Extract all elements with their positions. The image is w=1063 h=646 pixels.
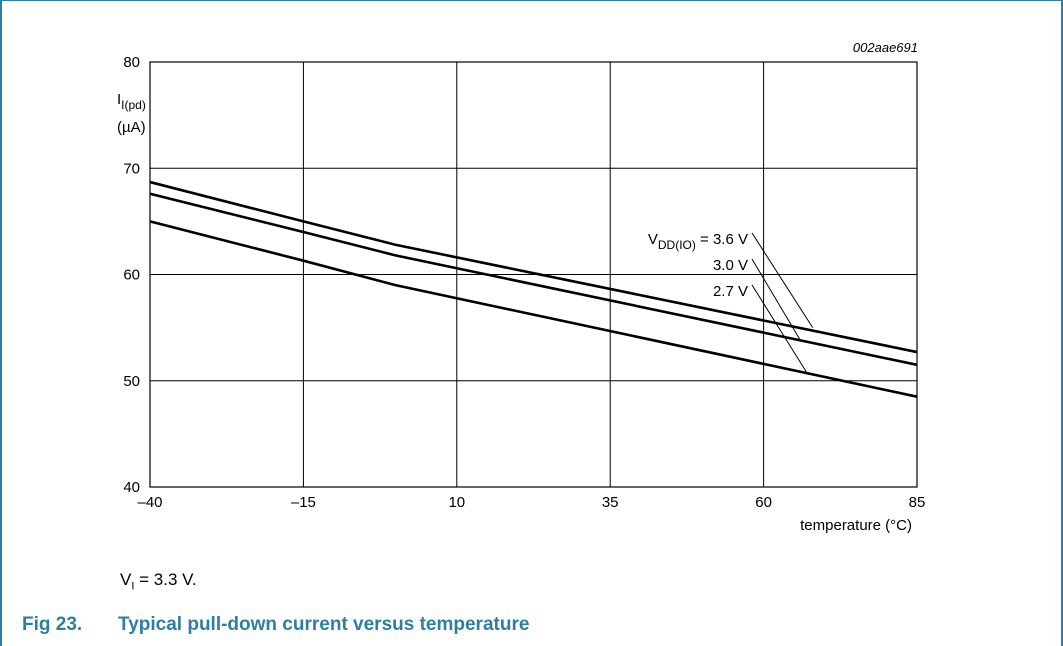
figure-code: 002aae691 xyxy=(853,40,918,55)
x-tick-label: 85 xyxy=(909,494,926,511)
series-line-1 xyxy=(149,180,918,354)
y-tick-label: 70 xyxy=(123,160,140,177)
x-tick-label: 60 xyxy=(755,494,772,511)
x-tick-label: 10 xyxy=(448,494,465,511)
figure-number: Fig 23. xyxy=(22,614,83,635)
series-leader-1 xyxy=(751,232,814,328)
series-lines xyxy=(149,180,918,398)
series-label-2: 3.0 V xyxy=(713,257,748,274)
series-line-2 xyxy=(149,192,918,367)
series-leader-3 xyxy=(751,284,807,373)
y-tick-label: 40 xyxy=(123,479,140,496)
y-tick-label: 60 xyxy=(123,267,140,284)
test-condition-note: VI = 3.3 V. xyxy=(120,570,197,593)
series-leader-2 xyxy=(751,258,801,341)
y-axis-label: II(pd) xyxy=(117,91,146,112)
x-tick-label: 35 xyxy=(602,494,619,511)
series-label-1: VDD(IO) = 3.6 V xyxy=(648,231,748,252)
x-tick-label: –40 xyxy=(137,494,162,511)
figure-caption: Fig 23. Typical pull-down current versus … xyxy=(22,614,529,636)
series-label-3: 2.7 V xyxy=(713,283,748,300)
figure-title: Typical pull-down current versus tempera… xyxy=(118,614,530,635)
x-axis-label: temperature (°C) xyxy=(800,517,912,534)
y-tick-label: 80 xyxy=(123,54,140,71)
series-line-3 xyxy=(149,220,918,398)
grid xyxy=(149,61,918,488)
y-axis-unit: (µA) xyxy=(117,119,146,136)
series-labels: VDD(IO) = 3.6 V 3.0 V 2.7 V xyxy=(648,231,814,373)
tick-labels: –40 –15 10 35 60 85 40 50 60 70 80 xyxy=(123,54,925,511)
y-tick-label: 50 xyxy=(123,373,140,390)
x-tick-label: –15 xyxy=(291,494,316,511)
